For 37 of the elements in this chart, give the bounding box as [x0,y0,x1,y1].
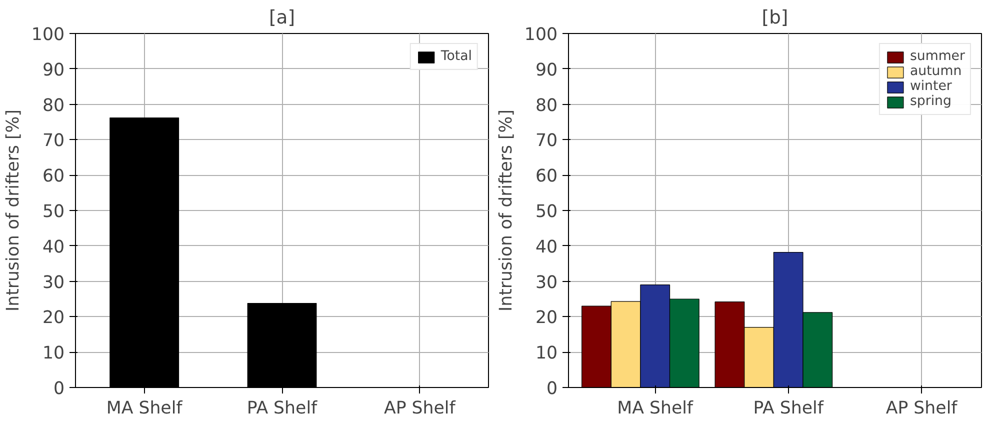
x-tick-label: PA Shelf [753,398,824,418]
legend-label: winter [910,79,952,94]
y-tick-label: 60 [42,166,65,187]
y-tick-label: 50 [535,202,558,222]
y-tick-label: 80 [535,96,558,116]
x-tick-label: AP Shelf [886,398,958,418]
y-tick-label: 10 [535,344,558,364]
y-tick-label: 90 [42,60,65,80]
y-tick-label: 100 [31,25,65,45]
y-tick-label: 0 [546,379,558,399]
y-tick-label: 70 [42,131,65,152]
y-tick-label: 80 [42,96,65,116]
y-axis-title: Intrusion of drifters [%] [3,110,24,312]
legend-label: spring [910,94,952,109]
chart-title: [a] [269,8,296,28]
y-tick-label: 10 [42,344,65,364]
legend-label: summer [910,49,965,64]
y-tick-label: 30 [42,272,65,293]
y-tick-label: 0 [53,379,65,399]
legend-label: Total [440,49,472,64]
x-tick-label: MA Shelf [106,398,184,418]
x-tick-label: AP Shelf [384,398,456,418]
y-tick-label: 90 [535,60,558,80]
y-tick-label: 100 [524,25,558,45]
y-tick-label: 30 [535,272,558,293]
y-tick-label: 40 [42,237,65,258]
x-tick-label: PA Shelf [246,398,318,418]
y-tick-label: 20 [42,308,65,328]
y-tick-label: 50 [42,202,65,222]
y-axis-title: Intrusion of drifters [%] [496,110,516,312]
x-tick-label: MA Shelf [617,398,694,418]
y-tick-label: 40 [535,237,558,258]
y-tick-label: 60 [535,166,558,187]
chart-title: [b] [762,8,788,28]
legend-label: autumn [910,64,962,79]
y-tick-label: 20 [535,308,558,328]
y-tick-label: 70 [535,131,558,152]
